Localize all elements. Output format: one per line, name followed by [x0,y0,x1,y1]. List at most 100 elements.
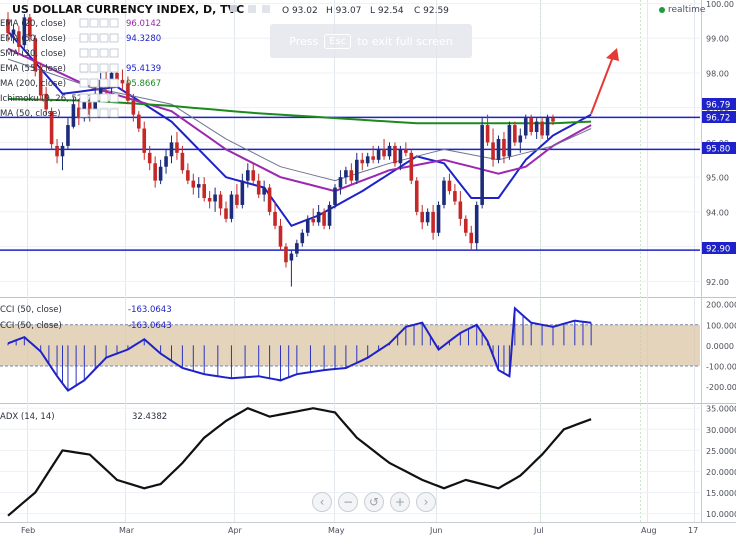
candle [289,250,294,287]
ema-50-line [7,47,592,193]
legend-control-icon[interactable] [79,63,89,73]
candle-body [289,253,294,261]
candle-body [398,149,403,164]
legend-control-icon[interactable] [109,63,119,73]
indicator-label: Ichimoku (9, 26, 52, 26) [0,94,102,104]
legend-control-icon[interactable] [109,33,119,43]
legend-control-icon[interactable] [79,78,89,88]
legend-control-icon[interactable] [79,33,89,43]
zoom-in-button[interactable]: + [390,492,410,512]
legend-control-icon[interactable] [79,108,89,118]
candle-body [442,180,446,205]
legend-control-icon[interactable] [99,63,109,73]
price-badge [702,142,736,154]
candle [425,208,430,226]
candle-body [273,211,277,226]
candle-body [502,138,506,157]
candle-body [365,156,370,164]
indicator-legend[interactable]: EMA (20, close) 96.0142 [0,18,161,29]
candle [251,163,256,185]
indicator-legend[interactable]: Ichimoku (9, 26, 52, 26) [0,93,119,104]
candle [240,173,245,209]
legend-control-icon[interactable] [109,48,119,58]
reset-chart-button[interactable]: ↺ [364,492,384,512]
eye-icon[interactable] [248,5,256,13]
legend-control-icon[interactable] [99,18,109,28]
legend-control-icon[interactable] [89,63,99,73]
legend-control-icon[interactable] [109,78,119,88]
candle-body [251,170,256,181]
symbol-dropdown-icon[interactable] [230,5,237,12]
legend-control-icon[interactable] [99,108,109,118]
candle [278,218,283,251]
settings-icon[interactable] [262,5,270,13]
cci-legend: CCI (50, close) -163.0643 CCI (50, close) -… [0,305,172,331]
indicator-legend[interactable]: SMA (30, close) [0,48,119,59]
legend-control-icon[interactable] [99,78,109,88]
legend-control-icon[interactable] [89,48,99,58]
legend-layer: US DOLLAR CURRENCY INDEX, D, TVC O 93.02 H… [0,3,449,422]
candle [11,24,16,44]
candle-body [169,142,174,157]
cci-layer [7,306,592,392]
time-axis: Feb Mar Apr May Jun Jul Aug 17 [21,526,698,535]
price-badge-label: 96.72 [706,114,730,124]
candle [66,118,70,150]
candle-body [311,218,315,223]
legend-control-icon[interactable] [109,108,119,118]
candle-body [414,180,419,212]
indicator-legend[interactable]: EMA (50, close) 94.3280 [0,33,161,44]
legend-control-icon[interactable] [89,18,99,28]
scroll-left-button[interactable]: ‹ [312,492,332,512]
candle [147,145,152,171]
zoom-out-button[interactable]: − [338,492,358,512]
legend-control-icon[interactable] [99,48,109,58]
legend-control-icon[interactable] [109,18,119,28]
candle [164,149,168,174]
legend-control-icon[interactable] [109,93,119,103]
candle [513,121,517,146]
legend-control-icon[interactable] [99,93,109,103]
candle [496,135,501,164]
candle [142,121,147,160]
indicator-legend[interactable]: MA (50, close) [0,108,119,119]
ohlc-value: C 92.59 [414,6,449,16]
candle [311,208,315,226]
candle-body [355,159,359,181]
indicator-legend[interactable]: EMA (55, close) 95.4139 [0,63,161,74]
scroll-right-button[interactable]: › [416,492,436,512]
candle [267,184,272,216]
candle [71,97,76,129]
indicator-legend[interactable]: MA (200, close) 95.8667 [0,78,161,89]
fullscreen-banner: Press Esc to exit full screen [270,24,472,58]
candle-body [147,152,152,164]
indicator-label: MA (50, close) [0,109,61,119]
legend-control-icon[interactable] [99,33,109,43]
legend-control-icon[interactable] [79,48,89,58]
indicator-value: 95.4139 [126,64,161,74]
candle-body [545,118,550,136]
time-tick-label: Jun [429,526,443,535]
legend-control-icon[interactable] [79,18,89,28]
candle-body [267,187,272,212]
candle [207,191,212,209]
candle [344,166,348,185]
candle [327,201,332,230]
ohlc-value: O 93.02 [282,6,318,16]
candle [355,152,359,185]
candle-body [284,246,288,263]
candle [469,225,474,251]
candle-body [534,121,539,132]
legend-control-icon[interactable] [79,93,89,103]
legend-control-icon[interactable] [89,78,99,88]
candle-body [115,72,119,80]
candle-body [278,225,283,247]
indicator-label: MA (200, close) [0,79,66,89]
candle-body [469,232,474,244]
candle [316,204,321,226]
legend-control-icon[interactable] [89,108,99,118]
candle [338,170,343,195]
legend-control-icon[interactable] [89,93,99,103]
legend-control-icon[interactable] [89,33,99,43]
